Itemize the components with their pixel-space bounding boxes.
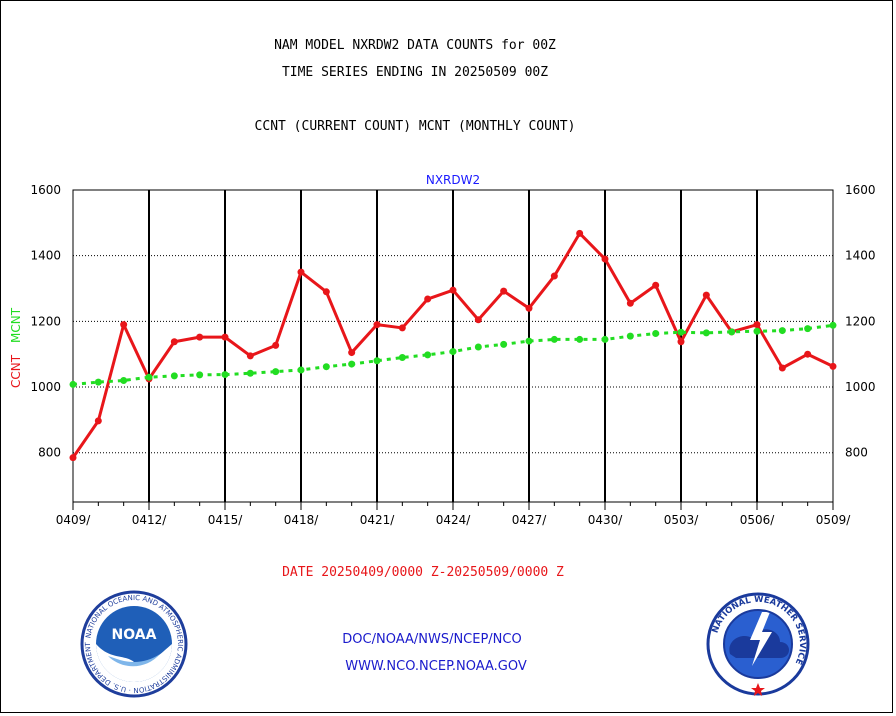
data-point-mcnt [728,328,736,336]
data-point-mcnt [196,371,204,379]
x-tick-label: 0509/ [816,513,852,527]
data-point-mcnt [829,321,837,329]
data-point-ccnt [170,338,178,346]
x-tick-label: 0430/ [588,513,624,527]
data-point-mcnt [652,330,660,338]
data-point-mcnt [449,348,457,356]
data-point-ccnt [753,321,761,329]
data-point-mcnt [94,378,102,386]
chart-title-line2: TIME SERIES ENDING IN 20250509 00Z [281,65,549,80]
data-point-mcnt [702,329,710,337]
y-tick-label-left: 1200 [30,314,61,328]
x-tick-label: 0412/ [132,513,168,527]
data-point-mcnt [145,373,153,381]
data-point-mcnt [297,366,305,374]
data-point-mcnt [69,380,77,388]
data-point-ccnt [398,324,406,332]
data-point-ccnt [829,362,837,370]
data-point-ccnt [348,349,356,357]
x-tick-label: 0424/ [436,513,472,527]
data-point-ccnt [804,350,812,358]
panel-title: NXRDW2 [426,173,480,187]
data-point-ccnt [449,286,457,294]
nws-logo-icon: NATIONAL WEATHER SERVICE [706,592,810,696]
x-tick-label: 0421/ [360,513,396,527]
x-tick-label: 0418/ [284,513,320,527]
org-label: DOC/NOAA/NWS/NCEP/NCO [342,632,522,647]
data-point-ccnt [626,299,634,307]
data-point-mcnt [677,328,685,336]
data-point-ccnt [652,281,660,289]
data-point-ccnt [272,341,280,349]
noaa-logo-icon: NOAA NATIONAL OCEANIC AND ATMOSPHERIC AD… [80,590,188,698]
y-axis-label-ccnt: CCNT [9,354,23,388]
y-tick-label-right: 1000 [845,380,876,394]
data-point-ccnt [702,291,710,299]
data-point-mcnt [500,340,508,348]
y-tick-label-left: 1400 [30,249,61,263]
data-point-mcnt [576,335,584,343]
data-point-ccnt [120,321,128,329]
data-point-mcnt [246,369,254,377]
data-point-ccnt [778,364,786,372]
data-point-mcnt [424,351,432,359]
data-point-ccnt [424,295,432,303]
y-tick-label-right: 1400 [845,249,876,263]
y-tick-label-right: 800 [845,446,868,460]
data-point-mcnt [398,353,406,361]
y-tick-label-left: 1000 [30,380,61,394]
data-point-ccnt [221,333,229,341]
chart-title-line1: NAM MODEL NXRDW2 DATA COUNTS for 00Z [274,38,556,53]
data-point-ccnt [677,338,685,346]
data-point-ccnt [94,417,102,425]
x-tick-label: 0409/ [56,513,92,527]
x-tick-label: 0415/ [208,513,244,527]
data-point-mcnt [474,343,482,351]
data-point-mcnt [373,357,381,365]
x-tick-label: 0506/ [740,513,776,527]
data-point-ccnt [373,321,381,329]
data-point-ccnt [297,268,305,276]
x-tick-label: 0503/ [664,513,700,527]
data-point-ccnt [474,316,482,324]
plot-frame [72,189,834,503]
data-point-mcnt [170,372,178,380]
data-point-mcnt [120,376,128,384]
data-point-mcnt [322,363,330,371]
y-axis-label-mcnt: MCNT [9,307,23,343]
data-point-mcnt [601,335,609,343]
data-point-ccnt [500,287,508,295]
data-point-mcnt [348,360,356,368]
x-tick-label: 0427/ [512,513,548,527]
data-point-ccnt [525,304,533,312]
data-point-mcnt [525,337,533,345]
data-point-mcnt [272,368,280,376]
y-tick-label-right: 1600 [845,183,876,197]
data-point-mcnt [753,327,761,335]
data-point-mcnt [778,327,786,335]
data-point-ccnt [550,272,558,280]
data-point-ccnt [246,352,254,360]
chart-subtitle: CCNT (CURRENT COUNT) MCNT (MONTHLY COUNT… [254,119,576,134]
svg-text:NOAA: NOAA [112,627,157,643]
data-point-ccnt [196,333,204,341]
data-point-ccnt [69,454,77,462]
data-point-ccnt [601,255,609,263]
y-tick-label-left: 1600 [30,183,61,197]
date-range-label: DATE 20250409/0000 Z-20250509/0000 Z [282,565,564,580]
data-point-ccnt [576,229,584,237]
data-point-mcnt [550,335,558,343]
data-point-mcnt [221,371,229,379]
data-point-ccnt [322,288,330,296]
y-tick-label-right: 1200 [845,314,876,328]
data-point-mcnt [804,325,812,333]
y-tick-label-left: 800 [38,446,61,460]
url-link[interactable]: WWW.NCO.NCEP.NOAA.GOV [345,659,527,674]
data-point-mcnt [626,332,634,340]
